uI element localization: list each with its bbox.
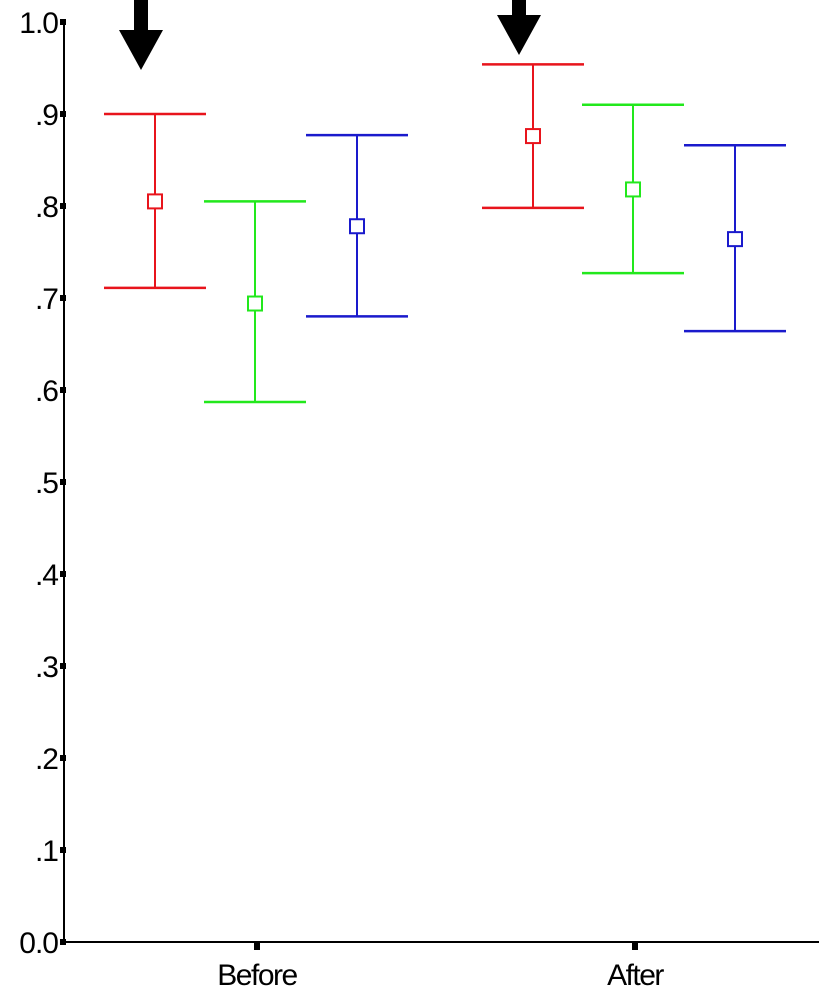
- y-tick-label: .5: [35, 467, 58, 500]
- y-tick-label: .9: [35, 99, 58, 132]
- y-tick-mark: [60, 479, 66, 485]
- x-tick-label: Before: [217, 959, 297, 992]
- y-tick-label: 1.0: [19, 7, 58, 40]
- mean-marker: [525, 128, 541, 145]
- y-tick-mark: [60, 939, 66, 945]
- y-tick-label: .2: [35, 743, 58, 776]
- y-tick-mark: [60, 571, 66, 577]
- y-tick-mark: [60, 203, 66, 209]
- y-tick-label: .1: [35, 835, 58, 868]
- annotation-arrow-down: [497, 0, 541, 55]
- x-tick-mark: [254, 942, 260, 950]
- y-tick-mark: [60, 755, 66, 761]
- y-tick-label: .6: [35, 375, 58, 408]
- x-tick-label: After: [607, 959, 664, 992]
- annotation-arrow-down: [119, 0, 163, 70]
- y-tick-mark: [60, 19, 66, 25]
- y-tick-mark: [60, 295, 66, 301]
- mean-marker: [247, 295, 263, 312]
- mean-marker: [147, 193, 163, 210]
- y-tick-label: .8: [35, 191, 58, 224]
- y-tick-label: .7: [35, 283, 58, 316]
- y-tick-label: 0.0: [19, 927, 58, 960]
- y-tick-label: .4: [35, 559, 58, 592]
- y-tick-label: .3: [35, 651, 58, 684]
- mean-marker: [727, 231, 743, 248]
- mean-marker: [625, 181, 641, 198]
- y-tick-mark: [60, 847, 66, 853]
- y-tick-mark: [60, 111, 66, 117]
- y-tick-mark: [60, 663, 66, 669]
- plot-area: 0.0 .1 .2 .3 .4 .5 .6 .7 .8 .9 1.0 Before After: [19, 0, 819, 992]
- x-tick-mark: [632, 942, 638, 950]
- mean-marker: [349, 218, 365, 235]
- y-tick-mark: [60, 387, 66, 393]
